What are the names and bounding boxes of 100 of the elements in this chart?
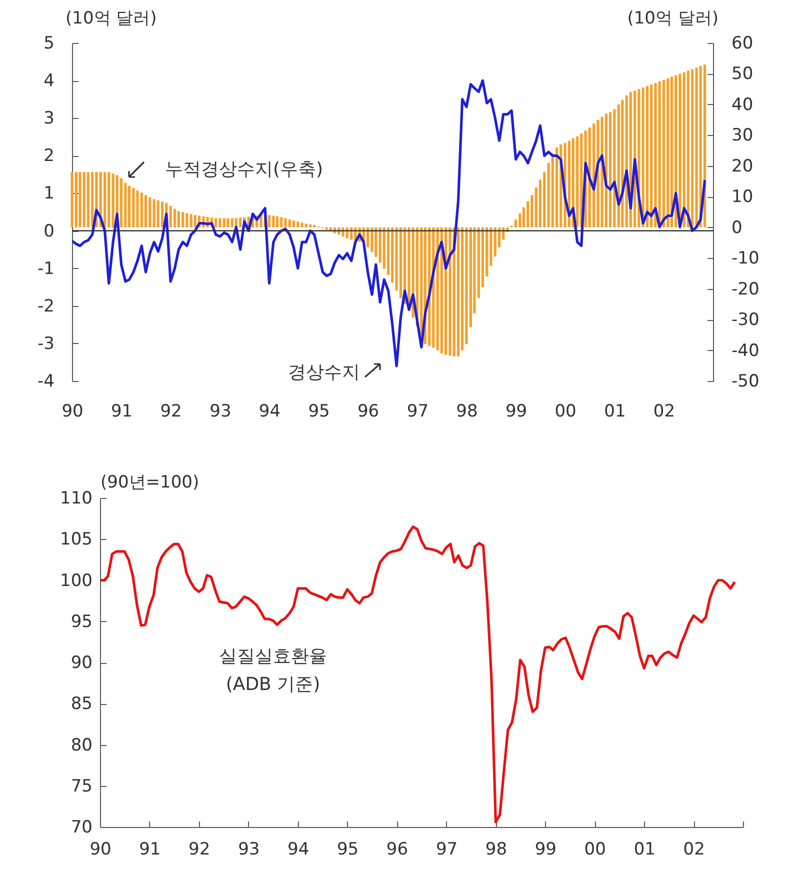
y2-tick-label: 40 <box>732 94 754 115</box>
y-tick-label: -4 <box>38 372 54 392</box>
x-tick-label: 99 <box>534 840 556 860</box>
y2-tick-label: 0 <box>732 218 742 238</box>
bar <box>226 218 230 228</box>
y2-tick-label: 30 <box>732 126 754 146</box>
x-tick-label: 94 <box>288 840 310 860</box>
x-tick-label: 92 <box>188 840 210 860</box>
y-tick-label: 95 <box>70 612 92 632</box>
bar <box>308 224 312 228</box>
y2-tick-label: -40 <box>732 340 760 361</box>
bar <box>691 69 694 228</box>
y-tick-label: 100 <box>60 570 92 591</box>
bar <box>194 215 196 228</box>
bar <box>448 227 452 356</box>
bar <box>169 206 172 228</box>
bar <box>613 109 616 228</box>
x-tick-label: 93 <box>238 840 260 860</box>
bar <box>494 227 496 257</box>
bar <box>654 82 657 228</box>
bar <box>296 222 300 228</box>
y-tick-label: -2 <box>38 296 54 316</box>
bar <box>272 216 275 228</box>
y-tick-label: 110 <box>60 488 92 508</box>
bar <box>556 147 558 228</box>
x-tick-label: 02 <box>653 402 676 422</box>
bar <box>148 197 152 228</box>
x-tick-label: 00 <box>584 840 606 860</box>
bar <box>214 218 218 228</box>
bar <box>391 227 394 283</box>
x-tick-label: 98 <box>456 402 478 422</box>
bar <box>268 215 271 228</box>
bar <box>161 202 164 228</box>
bar <box>600 116 604 228</box>
bar <box>218 218 222 228</box>
x-tick-label: 96 <box>386 840 408 860</box>
series-label: 경상수지 <box>288 362 360 383</box>
bar <box>325 227 328 230</box>
bar <box>695 68 698 228</box>
bar <box>313 224 316 228</box>
y-tick-label: 4 <box>44 71 54 92</box>
y2-tick-label: -10 <box>732 248 760 269</box>
bar <box>300 222 304 228</box>
bar <box>304 224 308 228</box>
bar <box>682 72 686 228</box>
bar <box>642 88 644 228</box>
bar <box>186 213 188 228</box>
bar <box>152 199 156 228</box>
x-tick-label: 98 <box>485 840 508 860</box>
y-tick-label: 1 <box>44 184 54 204</box>
bar <box>284 218 287 228</box>
y-tick-label: -3 <box>38 334 54 354</box>
bar <box>280 217 283 228</box>
bar <box>120 178 123 228</box>
bar <box>342 227 344 237</box>
bar <box>182 212 184 228</box>
y2-tick-label: -20 <box>732 279 760 300</box>
y-tick-label: 90 <box>70 653 92 673</box>
bar <box>666 78 670 228</box>
series-label: 누적경상수지(우축) <box>165 159 324 180</box>
bar <box>128 186 131 228</box>
x-tick-label: 94 <box>258 402 281 422</box>
bar <box>662 80 666 228</box>
bar <box>456 227 460 356</box>
bar <box>132 188 135 228</box>
y-tick-label: 80 <box>70 735 92 756</box>
bar <box>374 227 378 257</box>
x-tick-label: 93 <box>210 402 232 422</box>
x-tick-label: 01 <box>634 840 656 860</box>
x-tick-label: 01 <box>604 402 626 422</box>
bar <box>82 172 86 228</box>
y2-tick-label: -50 <box>732 372 760 392</box>
y2-tick-label: 10 <box>732 187 754 208</box>
y2-axis-title: (10억 달러) <box>627 8 718 28</box>
bar <box>658 81 661 228</box>
y-tick-label: 3 <box>44 108 54 129</box>
x-tick-label: 95 <box>308 402 330 422</box>
bar <box>136 190 139 228</box>
bar <box>222 218 226 228</box>
bar <box>104 172 106 228</box>
bar <box>173 208 176 228</box>
y-tick-label: 105 <box>60 530 92 550</box>
bar <box>260 215 262 228</box>
bar <box>144 195 148 228</box>
bar <box>230 218 234 228</box>
y-tick-label: 85 <box>70 694 92 714</box>
bar <box>239 218 242 228</box>
bar <box>288 219 291 228</box>
y2-tick-label: 50 <box>732 64 754 84</box>
y2-tick-label: -30 <box>732 310 760 330</box>
y2-tick-label: 60 <box>732 34 754 54</box>
y-tick-label: 0 <box>44 221 54 242</box>
bar <box>292 220 295 228</box>
x-tick-label: 99 <box>505 402 528 422</box>
y-tick-label: 5 <box>44 34 54 54</box>
y-tick-label: 70 <box>70 818 92 838</box>
y-tick-label: -1 <box>38 258 54 279</box>
bar <box>477 227 480 298</box>
x-tick-label: 91 <box>139 840 161 860</box>
bar <box>108 172 110 228</box>
